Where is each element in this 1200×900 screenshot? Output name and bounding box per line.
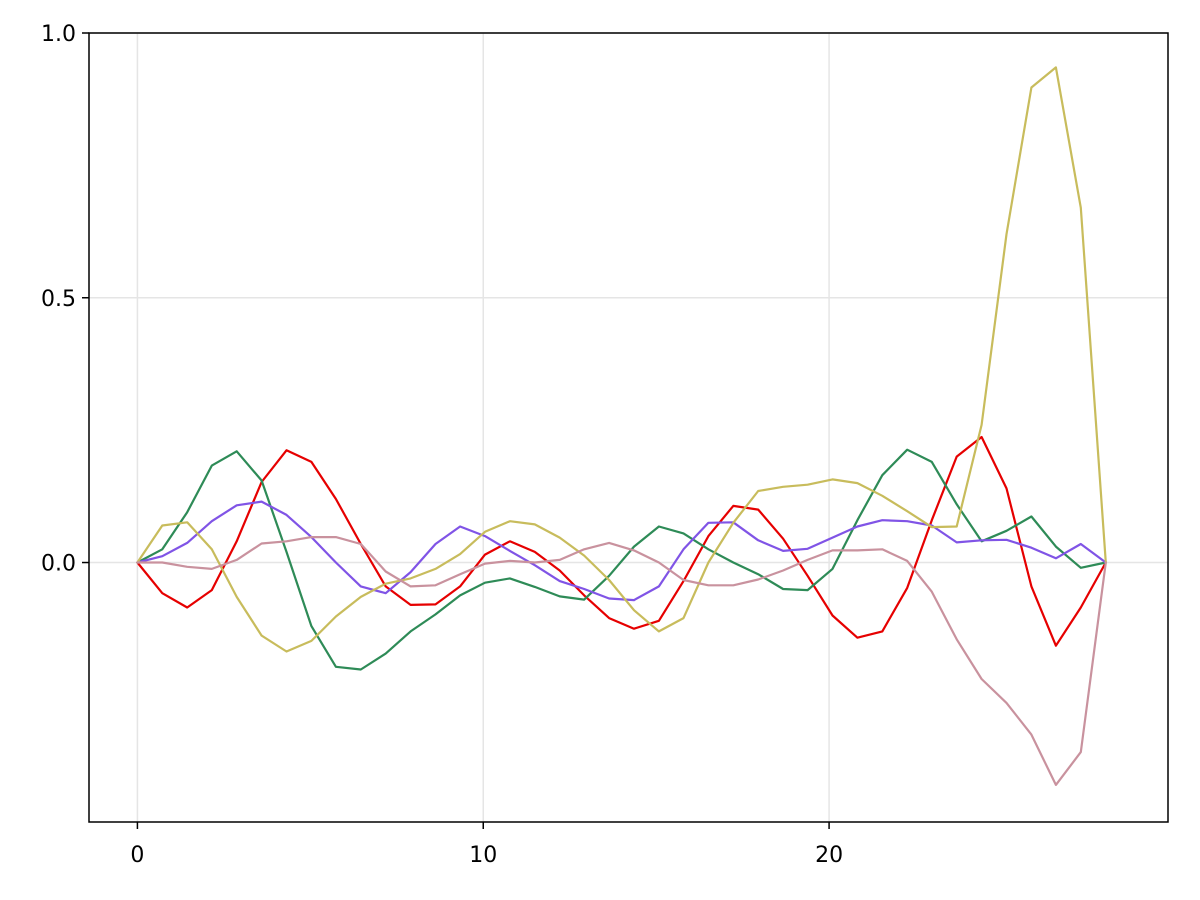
series-group xyxy=(136,66,1107,787)
x-axis: 0 10 20 xyxy=(130,822,843,868)
x-tick-label-1: 10 xyxy=(469,843,497,868)
plot-frame xyxy=(88,32,1169,823)
y-tick-label-0: 0.0 xyxy=(41,552,76,577)
y-axis: 0.0 0.5 1.0 xyxy=(41,22,89,577)
series-line-3 xyxy=(136,500,1107,602)
y-tick-label-1: 0.5 xyxy=(41,287,76,312)
series-line-2 xyxy=(136,448,1107,671)
x-tick-label-2: 20 xyxy=(815,843,843,868)
x-tick-label-0: 0 xyxy=(130,843,144,868)
y-tick-label-2: 1.0 xyxy=(41,22,76,47)
series-line-1 xyxy=(136,435,1107,647)
series-line-5 xyxy=(136,535,1107,787)
series-line-4 xyxy=(136,66,1107,653)
